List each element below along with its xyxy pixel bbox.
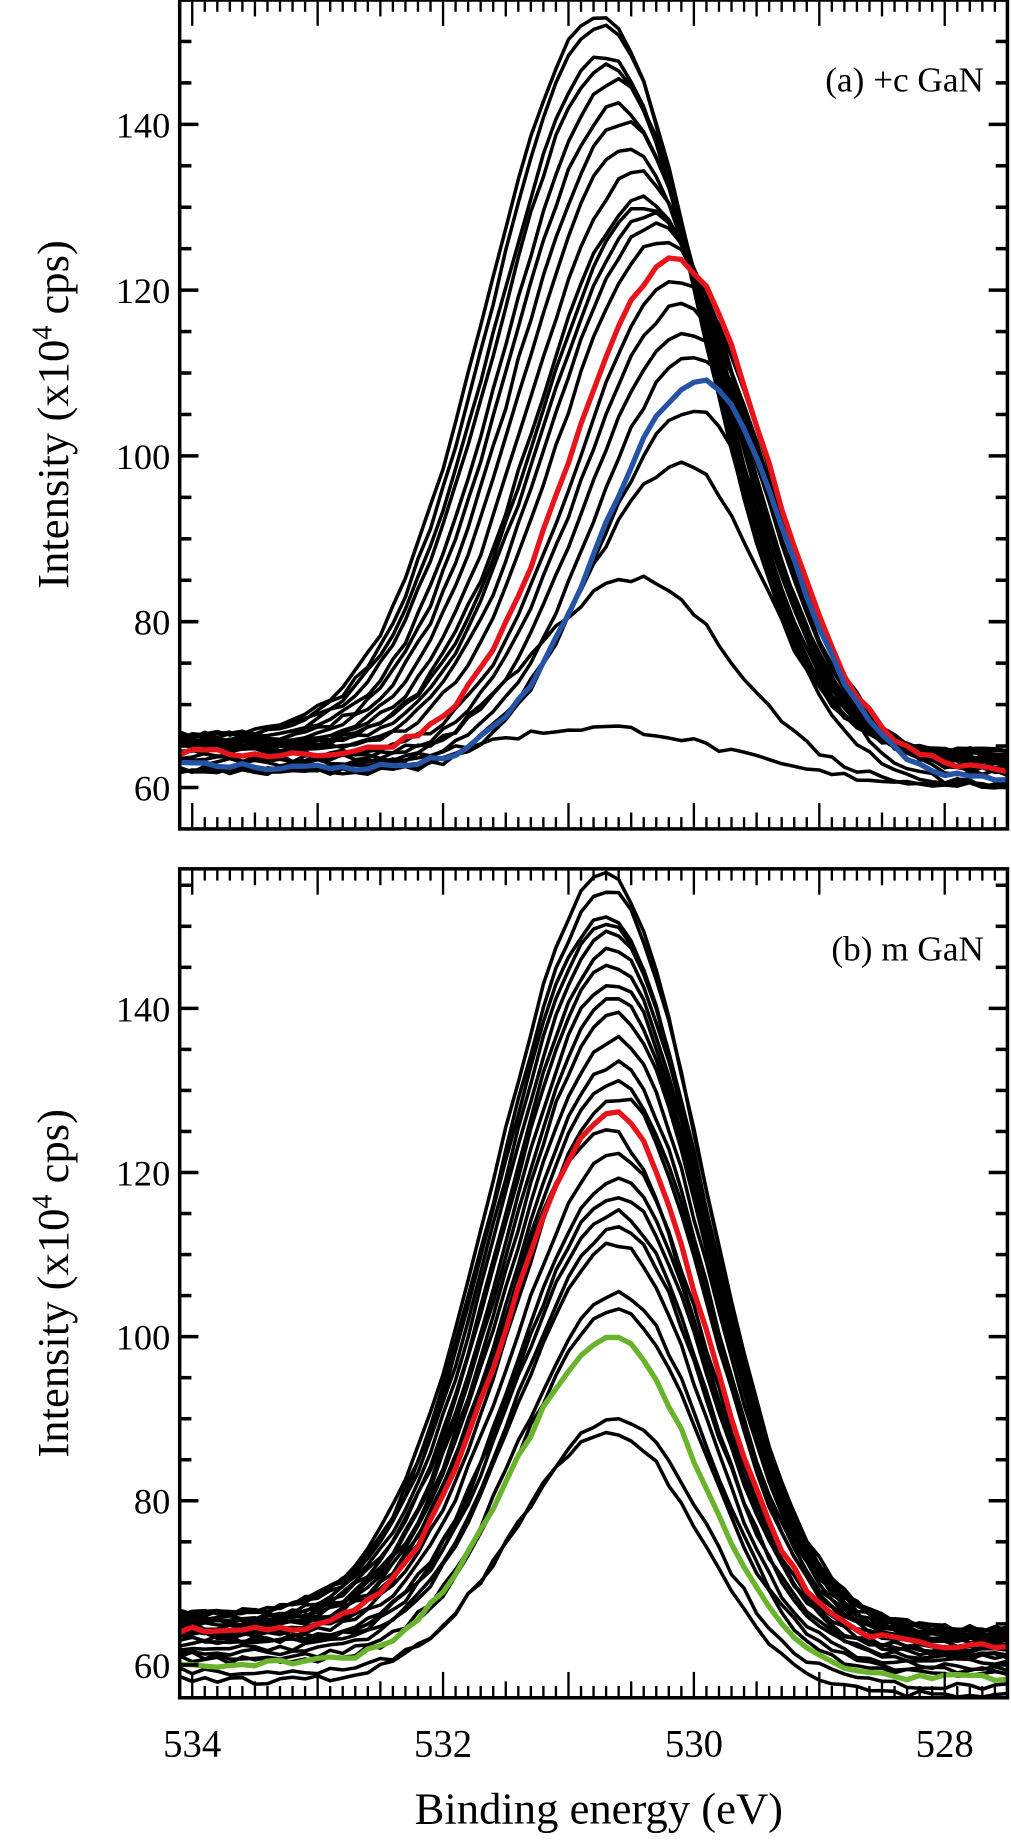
x-tick-labels: 534 532 530 528 bbox=[163, 1722, 974, 1765]
spectrum-curve-14 bbox=[179, 1109, 1008, 1651]
spectrum-curve-26 bbox=[179, 1430, 1008, 1698]
spectrum-curve-7 bbox=[179, 147, 1008, 763]
panel-a-label: (a) +c GaN bbox=[825, 61, 984, 100]
y-tick-label: 80 bbox=[134, 1482, 170, 1522]
y-tick-label: 60 bbox=[134, 1646, 170, 1686]
spectrum-curve-11 bbox=[179, 1059, 1008, 1647]
spectrum-curve-14 bbox=[179, 255, 1008, 775]
spectrum-curve-0 bbox=[179, 870, 1008, 1635]
spectrum-curve-0 bbox=[179, 16, 1008, 755]
spectrum-curve-15 bbox=[179, 1128, 1008, 1654]
spectrum-curve-16 bbox=[179, 1151, 1008, 1654]
panel-a-curves bbox=[179, 16, 1008, 790]
y-tick-label: 140 bbox=[116, 105, 171, 145]
panel-b-y-axis-label: Intensity (x104 cps) bbox=[28, 1109, 78, 1458]
spectrum-curve-21 bbox=[179, 1241, 1008, 1672]
spectrum-curve-24 bbox=[179, 1334, 1008, 1684]
spectrum-curve-23 bbox=[179, 724, 1008, 790]
panel-b-frame bbox=[177, 867, 1010, 1700]
panel-a-y-axis-label: Intensity (x104 cps) bbox=[28, 240, 78, 589]
y-tick-label: 100 bbox=[116, 437, 171, 477]
panel-b-label: (b) m GaN bbox=[831, 929, 984, 968]
x-tick-label: 528 bbox=[916, 1722, 974, 1765]
spectrum-curve-10 bbox=[179, 1034, 1008, 1644]
spectrum-curve-5 bbox=[179, 101, 1008, 758]
spectrum-curve-13 bbox=[179, 1097, 1008, 1652]
x-axis-label: Binding energy (eV) bbox=[415, 1783, 783, 1833]
y-tick-label: 120 bbox=[116, 271, 171, 311]
spectrum-curve-20 bbox=[179, 1224, 1008, 1666]
x-tick-label: 534 bbox=[163, 1722, 221, 1765]
panel-b-m-gan: (b) m GaN 60 80 100 120 140 534 532 530 528 Int… bbox=[28, 867, 1010, 1833]
spectrum-curve-17 bbox=[179, 331, 1008, 775]
spectrum-curve-10 bbox=[179, 206, 1008, 766]
panel-a-frame bbox=[177, 0, 1010, 831]
y-tick-label: 80 bbox=[134, 603, 170, 643]
spectrum-curve-18 bbox=[179, 1196, 1008, 1660]
panel-a-y-tick-labels: 60 80 100 120 140 bbox=[116, 105, 171, 808]
y-tick-label: 100 bbox=[116, 1318, 171, 1358]
panel-b-curves bbox=[179, 870, 1008, 1698]
panel-b-y-tick-labels: 60 80 100 120 140 bbox=[116, 989, 171, 1686]
spectrum-curve-5 bbox=[179, 946, 1008, 1639]
y-tick-label: 120 bbox=[116, 1153, 171, 1193]
spectrum-curve-11 bbox=[179, 210, 1008, 764]
spectrum-curve-9 bbox=[179, 1010, 1008, 1640]
y-tick-label: 60 bbox=[134, 768, 170, 808]
panel-a-plus-c-gan: (a) +c GaN 60 80 100 120 140 Intensity (x104… bbox=[28, 0, 1010, 831]
panel-a-ticks bbox=[179, 0, 1009, 829]
spectrum-curve-12 bbox=[179, 1078, 1008, 1650]
spectrum-curve-19 bbox=[179, 1208, 1008, 1662]
spectrum-curve-6 bbox=[179, 963, 1008, 1638]
spectrum-curve-25 bbox=[179, 1417, 1008, 1692]
spectrum-curve-22 bbox=[179, 1289, 1008, 1677]
spectrum-curve-17 bbox=[179, 1176, 1008, 1659]
spectrum-curve-19 bbox=[179, 377, 1008, 783]
spectrum-curve-2 bbox=[179, 915, 1008, 1634]
spectrum-curve-8 bbox=[179, 997, 1008, 1643]
x-tick-label: 532 bbox=[414, 1722, 472, 1765]
y-tick-label: 140 bbox=[116, 989, 171, 1029]
panel-b-ticks bbox=[179, 868, 1009, 1698]
x-tick-label: 530 bbox=[665, 1722, 723, 1765]
spectrum-curve-4 bbox=[179, 76, 1008, 757]
spectrum-curve-3 bbox=[179, 922, 1008, 1634]
